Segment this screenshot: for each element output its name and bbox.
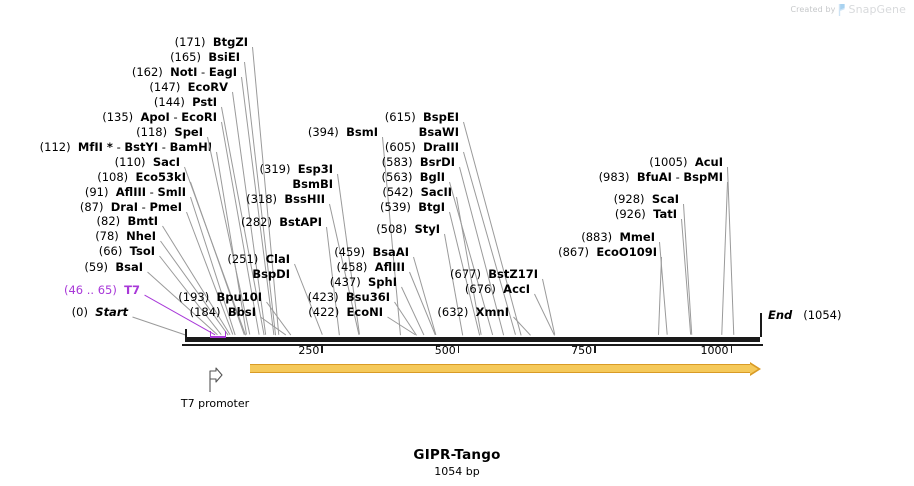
site-label[interactable]: (422) EcoNI [308, 305, 383, 319]
site-label[interactable]: (162) NotI - EagI [131, 65, 237, 79]
t7-promoter-arrow-icon[interactable] [206, 367, 224, 393]
site-leader-line [542, 278, 556, 336]
cds-arrowhead [749, 363, 758, 374]
cds-feature-arrow[interactable] [250, 361, 761, 376]
site-label[interactable]: (983) BfuAI - BspMI [598, 170, 723, 184]
site-label[interactable]: (563) BglI [381, 170, 445, 184]
site-label[interactable]: (542) SacII [382, 185, 452, 199]
sequence-backbone [185, 337, 760, 342]
backbone-end-cap [760, 313, 762, 337]
ruler-tick [594, 345, 596, 353]
site-label[interactable]: (282) BstAPI [241, 215, 322, 229]
site-label[interactable]: (508) StyI [376, 222, 440, 236]
site-label[interactable]: (676) AccI [464, 282, 530, 296]
ruler-tick [730, 345, 733, 353]
site-label[interactable]: (59) BsaI [84, 260, 143, 274]
site-label[interactable]: (319) Esp3I [259, 162, 333, 176]
site-label[interactable]: (193) Bpu10I [178, 290, 262, 304]
site-label[interactable]: (883) MmeI [581, 230, 655, 244]
site-label[interactable]: (615) BspEI [384, 110, 459, 124]
snapgene-watermark: Created by SnapGene [790, 3, 906, 16]
site-leader-line [387, 316, 416, 336]
site-label[interactable]: (87) DraI - PmeI [79, 200, 182, 214]
t7-promoter-bracket[interactable] [210, 331, 227, 338]
site-label[interactable]: (171) BtgZI [174, 35, 248, 49]
site-leader-line [413, 256, 437, 336]
site-label[interactable]: (144) PstI [153, 95, 217, 109]
site-label[interactable]: (677) BstZ17I [450, 267, 538, 281]
map-title-block: GIPR-Tango 1054 bp [0, 447, 914, 478]
site-label[interactable]: (112) MfII * - BstYI - BamHI [39, 140, 212, 154]
site-label[interactable]: (82) BmtI [96, 214, 158, 228]
site-label-secondary[interactable]: BsaWI [418, 125, 459, 139]
site-leader-line [534, 293, 555, 336]
ruler-tick [457, 345, 460, 353]
site-label[interactable]: (632) XmnI [437, 305, 509, 319]
ruler-tick-label: 750 [571, 344, 593, 357]
cds-arrow-body [250, 364, 750, 373]
site-label[interactable]: (437) SphI [329, 275, 397, 289]
site-label[interactable]: (605) DraIII [384, 140, 459, 154]
site-leader-line [132, 316, 186, 336]
site-label[interactable]: (184) BbsI [189, 305, 256, 319]
site-label[interactable]: (66) TsoI [98, 244, 155, 258]
site-label[interactable]: (318) BssHII [246, 192, 325, 206]
site-label[interactable]: (928) ScaI [613, 192, 679, 206]
site-label[interactable]: (78) NheI [95, 229, 156, 243]
snapgene-flag-icon [838, 3, 846, 16]
site-label[interactable]: (251) ClaI [227, 252, 290, 266]
site-leader-line [727, 166, 735, 336]
t7-promoter-label: T7 promoter [180, 397, 250, 410]
end-marker: End (1054) [768, 308, 842, 322]
site-leader-line [444, 233, 464, 336]
site-label[interactable]: (46 .. 65) T7 [63, 283, 140, 297]
ruler-tick [321, 345, 323, 353]
site-label[interactable]: (135) ApoI - EcoRI [102, 110, 217, 124]
site-label[interactable]: (110) SacI [114, 155, 180, 169]
site-label[interactable]: (539) BtgI [379, 200, 445, 214]
site-label[interactable]: (394) BsmI [307, 125, 378, 139]
backbone-start-cap [185, 329, 187, 337]
sequence-length: 1054 bp [434, 465, 480, 478]
site-label[interactable]: (118) SpeI [136, 125, 203, 139]
site-label[interactable]: (91) AflIII - SmlI [84, 185, 186, 199]
sequence-name: GIPR-Tango [413, 447, 501, 463]
site-label[interactable]: (147) EcoRV [149, 80, 228, 94]
sequence-baseline [182, 344, 763, 346]
watermark-created-by: Created by [790, 5, 836, 14]
site-leader-line [721, 181, 728, 336]
site-label[interactable]: (165) BsiEI [170, 50, 240, 64]
site-label[interactable]: (867) EcoO109I [558, 245, 657, 259]
site-leader-line [513, 316, 531, 336]
watermark-brand: SnapGene [848, 3, 906, 16]
site-label[interactable]: (926) TatI [614, 207, 677, 221]
site-label[interactable]: (583) BsrDI [381, 155, 455, 169]
site-label[interactable]: (423) Bsu36I [307, 290, 390, 304]
ruler-tick-label: 250 [298, 344, 320, 357]
restriction-site-labels: (0) Start (46 .. 65) T7 (59) BsaI (66) TsoI… [39, 35, 735, 336]
site-leader-line [160, 240, 229, 336]
ruler-tick-label: 500 [434, 344, 456, 357]
site-label[interactable]: (459) BsaAI [334, 245, 409, 259]
site-label[interactable]: (1005) AcuI [649, 155, 723, 169]
site-label[interactable]: (458) AflIII [336, 260, 405, 274]
ruler-tick-label: 1000 [700, 344, 729, 357]
site-label-secondary[interactable]: BspDI [252, 267, 290, 281]
site-label[interactable]: (0) Start [71, 305, 128, 319]
site-label[interactable]: (108) Eco53kI [97, 170, 186, 184]
site-label-secondary[interactable]: BsmBI [292, 177, 333, 191]
